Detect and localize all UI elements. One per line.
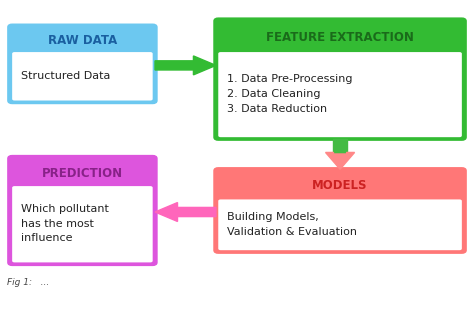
FancyArrow shape	[334, 139, 346, 154]
FancyBboxPatch shape	[215, 168, 465, 253]
Text: RAW DATA: RAW DATA	[48, 34, 117, 47]
FancyBboxPatch shape	[12, 186, 153, 262]
FancyArrow shape	[326, 152, 355, 169]
Text: Building Models,
Validation & Evaluation: Building Models, Validation & Evaluation	[227, 212, 357, 237]
Text: Which pollutant
has the most
influence: Which pollutant has the most influence	[20, 204, 109, 243]
Text: Fig 1:   ...: Fig 1: ...	[8, 278, 50, 287]
Text: MODELS: MODELS	[312, 179, 368, 193]
Text: FEATURE EXTRACTION: FEATURE EXTRACTION	[266, 31, 414, 44]
FancyArrow shape	[155, 56, 216, 75]
Text: 1. Data Pre-Processing
2. Data Cleaning
3. Data Reduction: 1. Data Pre-Processing 2. Data Cleaning …	[227, 74, 352, 114]
FancyBboxPatch shape	[9, 156, 156, 265]
FancyBboxPatch shape	[9, 25, 156, 103]
FancyBboxPatch shape	[215, 19, 465, 140]
FancyBboxPatch shape	[12, 52, 153, 100]
Text: PREDICTION: PREDICTION	[42, 167, 123, 179]
FancyBboxPatch shape	[218, 199, 462, 250]
FancyBboxPatch shape	[218, 52, 462, 137]
FancyArrow shape	[155, 202, 216, 221]
Text: Structured Data: Structured Data	[20, 71, 110, 81]
